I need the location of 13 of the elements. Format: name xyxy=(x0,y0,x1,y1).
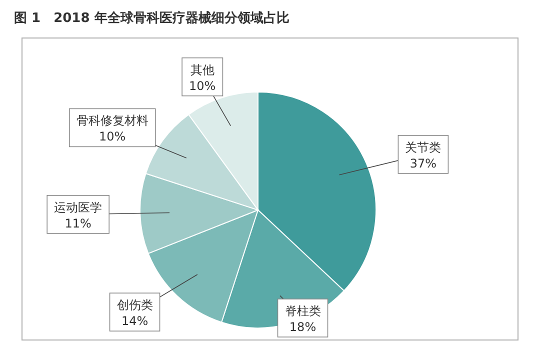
data-label: 14% xyxy=(121,314,148,328)
chart-title: 图 1 2018 年全球骨科医疗器械细分领域占比 xyxy=(14,10,290,26)
data-label: 10% xyxy=(189,78,216,93)
slice-label: 创伤类 xyxy=(116,298,153,312)
data-label: 10% xyxy=(99,130,126,144)
data-label: 11% xyxy=(64,216,92,230)
slice-label: 脊柱类 xyxy=(284,304,321,318)
slice-label: 其他 xyxy=(190,62,214,77)
slice-label: 运动医学 xyxy=(54,200,102,214)
data-label: 37% xyxy=(410,156,437,170)
slice-label: 关节类 xyxy=(405,140,442,154)
data-label: 18% xyxy=(289,320,316,334)
slice-label: 骨科修复材料 xyxy=(76,114,148,128)
